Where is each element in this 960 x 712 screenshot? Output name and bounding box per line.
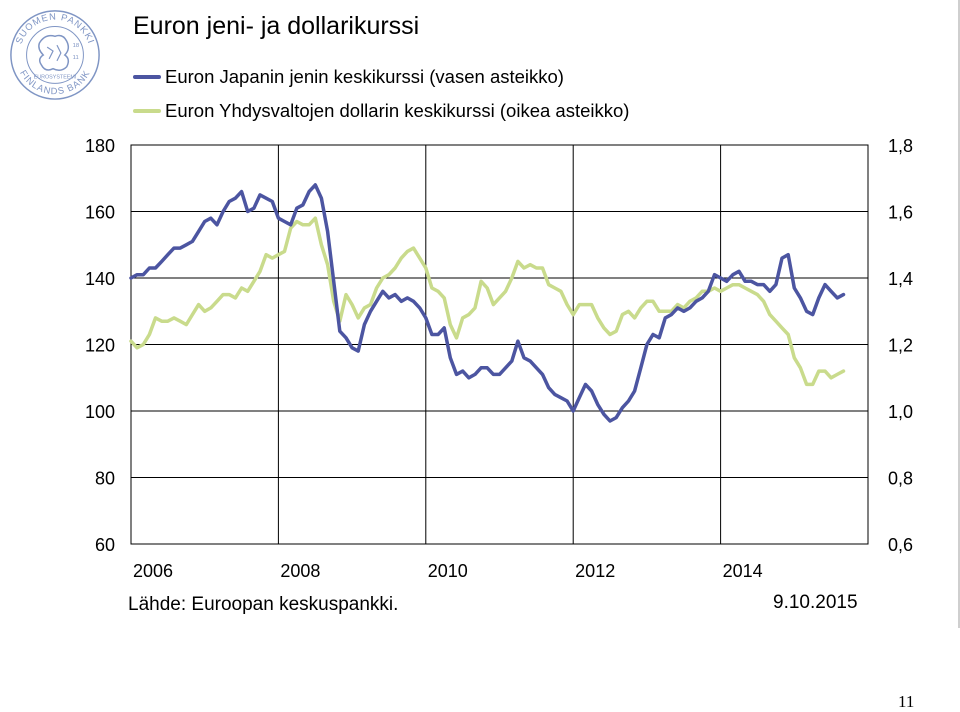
lion-icon [38,34,70,71]
logo-text-inner: EUROSYSTEEMI [34,74,77,80]
chart-svg: 60 80 100 120 140 160 180 0,6 0,8 1,0 1,2 1,4 1,6 1,8… [85,136,913,581]
source-note: Lähde: Euroopan keskuspankki. [128,594,399,615]
date-stamp: 9.10.2015 [773,592,858,613]
legend-label-usd: Euron Yhdysvaltojen dollarin keskikurssi… [165,100,630,121]
right-tick-label: 1,6 [888,203,913,223]
slide-card: SUOMEN PANKKI FINLANDS BANK 18 11 EUROSY… [10,0,960,628]
logo-year-right: 11 [73,55,79,61]
x-tick-label: 2008 [280,561,320,581]
series-line-jpy [129,183,846,423]
right-tick-label: 1,8 [888,136,913,156]
page-number: 11 [898,692,915,711]
left-tick-label: 180 [85,136,115,156]
right-tick-label: 1,4 [888,269,913,289]
left-tick-label: 60 [95,535,115,555]
left-tick-label: 140 [85,269,115,289]
x-tick-label: 2012 [575,561,615,581]
legend-item-usd: Euron Yhdysvaltojen dollarin keskikurssi… [133,99,629,123]
right-tick-label: 1,2 [888,336,913,356]
bank-of-finland-logo-icon: SUOMEN PANKKI FINLANDS BANK 18 11 EUROSY… [10,10,100,100]
right-tick-label: 1,0 [888,402,913,422]
left-tick-label: 100 [85,402,115,422]
right-tick-label: 0,6 [888,535,913,555]
plot-frame [130,144,869,545]
x-tick-label: 2010 [428,561,468,581]
logo-year-left: 18 [73,43,80,49]
legend-item-jpy: Euron Japanin jenin keskikurssi (vasen a… [133,65,564,89]
right-tick-label: 0,8 [888,469,913,489]
x-tick-label: 2014 [723,561,763,581]
left-tick-label: 120 [85,336,115,356]
left-tick-label: 80 [95,469,115,489]
chart-title: Euron jeni- ja dollarikurssi [133,12,420,40]
legend-swatch-usd [133,109,161,113]
series-line-usd [129,216,846,387]
left-tick-label: 160 [85,203,115,223]
legend-swatch-jpy [133,75,161,79]
x-tick-label: 2006 [133,561,173,581]
legend-label-jpy: Euron Japanin jenin keskikurssi (vasen a… [165,66,564,87]
